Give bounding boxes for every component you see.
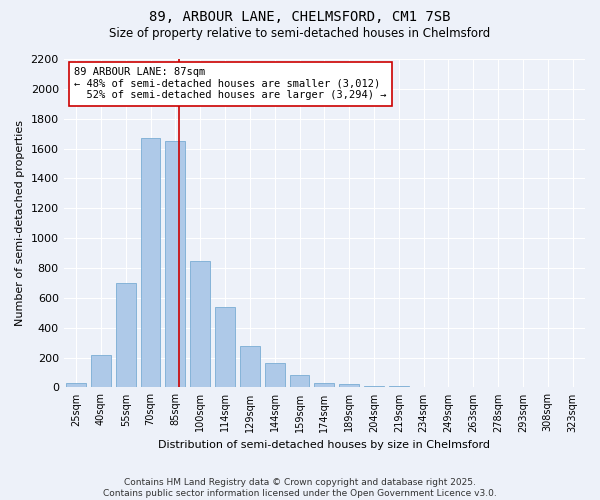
Bar: [389, 386, 409, 388]
Bar: [66, 383, 86, 388]
Bar: [215, 307, 235, 388]
Bar: [190, 260, 210, 388]
Bar: [166, 141, 185, 388]
Bar: [364, 386, 384, 388]
Bar: [116, 283, 136, 388]
Bar: [414, 386, 434, 388]
Bar: [240, 346, 260, 388]
Text: Contains HM Land Registry data © Crown copyright and database right 2025.
Contai: Contains HM Land Registry data © Crown c…: [103, 478, 497, 498]
Text: 89, ARBOUR LANE, CHELMSFORD, CM1 7SB: 89, ARBOUR LANE, CHELMSFORD, CM1 7SB: [149, 10, 451, 24]
Bar: [290, 376, 310, 388]
Text: 89 ARBOUR LANE: 87sqm
← 48% of semi-detached houses are smaller (3,012)
  52% of: 89 ARBOUR LANE: 87sqm ← 48% of semi-deta…: [74, 67, 386, 100]
Text: Size of property relative to semi-detached houses in Chelmsford: Size of property relative to semi-detach…: [109, 28, 491, 40]
Bar: [265, 363, 284, 388]
X-axis label: Distribution of semi-detached houses by size in Chelmsford: Distribution of semi-detached houses by …: [158, 440, 490, 450]
Bar: [91, 354, 111, 388]
Bar: [314, 383, 334, 388]
Y-axis label: Number of semi-detached properties: Number of semi-detached properties: [15, 120, 25, 326]
Bar: [339, 384, 359, 388]
Bar: [140, 138, 160, 388]
